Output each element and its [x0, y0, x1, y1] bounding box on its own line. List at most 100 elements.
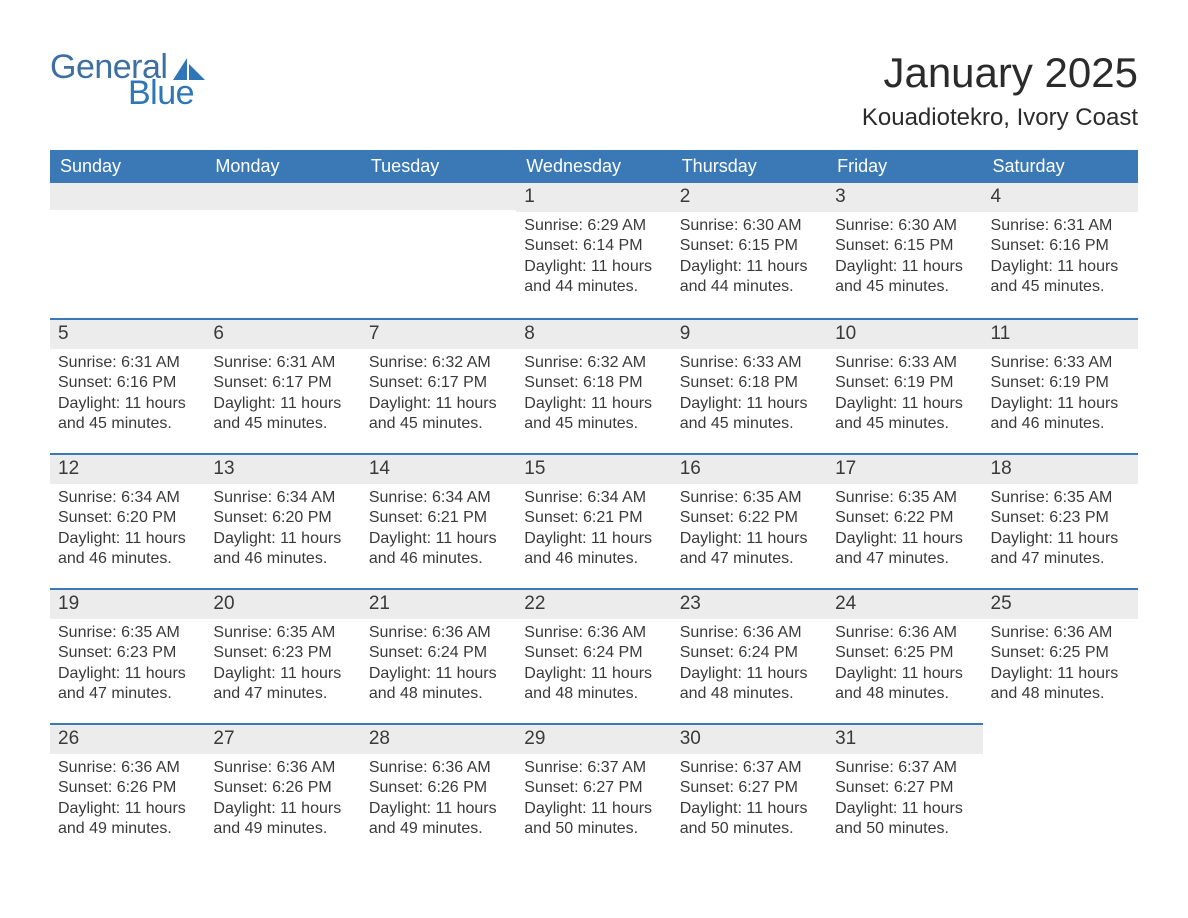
day-details: Sunrise: 6:34 AMSunset: 6:20 PMDaylight:… — [50, 484, 205, 578]
sunset-line: Sunset: 6:20 PM — [58, 508, 197, 528]
day-number: 4 — [983, 183, 1138, 212]
sunrise-line: Sunrise: 6:35 AM — [58, 623, 197, 643]
weekday-header: Monday — [205, 150, 360, 183]
day-number: 26 — [50, 723, 205, 754]
day-details: Sunrise: 6:36 AMSunset: 6:25 PMDaylight:… — [983, 619, 1138, 713]
sunset-line: Sunset: 6:17 PM — [369, 373, 508, 393]
sunset-line: Sunset: 6:24 PM — [680, 643, 819, 663]
sunset-line: Sunset: 6:27 PM — [835, 778, 974, 798]
day-details: Sunrise: 6:35 AMSunset: 6:23 PMDaylight:… — [205, 619, 360, 713]
calendar-day-cell: 31Sunrise: 6:37 AMSunset: 6:27 PMDayligh… — [827, 723, 982, 858]
sunrise-line: Sunrise: 6:31 AM — [58, 353, 197, 373]
day-details: Sunrise: 6:33 AMSunset: 6:19 PMDaylight:… — [983, 349, 1138, 443]
calendar-day-cell: 7Sunrise: 6:32 AMSunset: 6:17 PMDaylight… — [361, 318, 516, 453]
day-details: Sunrise: 6:33 AMSunset: 6:19 PMDaylight:… — [827, 349, 982, 443]
daylight-line: Daylight: 11 hours and 47 minutes. — [991, 529, 1130, 570]
day-number: 14 — [361, 453, 516, 484]
calendar-day-cell: 12Sunrise: 6:34 AMSunset: 6:20 PMDayligh… — [50, 453, 205, 588]
day-number: 1 — [516, 183, 671, 212]
calendar-day-cell: 8Sunrise: 6:32 AMSunset: 6:18 PMDaylight… — [516, 318, 671, 453]
calendar-day-cell: 6Sunrise: 6:31 AMSunset: 6:17 PMDaylight… — [205, 318, 360, 453]
day-details: Sunrise: 6:37 AMSunset: 6:27 PMDaylight:… — [827, 754, 982, 848]
day-number: 25 — [983, 588, 1138, 619]
day-details: Sunrise: 6:31 AMSunset: 6:16 PMDaylight:… — [50, 349, 205, 443]
sunrise-line: Sunrise: 6:36 AM — [680, 623, 819, 643]
sunrise-line: Sunrise: 6:37 AM — [835, 758, 974, 778]
sunset-line: Sunset: 6:23 PM — [213, 643, 352, 663]
sunrise-line: Sunrise: 6:37 AM — [524, 758, 663, 778]
day-details: Sunrise: 6:36 AMSunset: 6:26 PMDaylight:… — [361, 754, 516, 848]
day-details: Sunrise: 6:35 AMSunset: 6:22 PMDaylight:… — [672, 484, 827, 578]
day-details: Sunrise: 6:36 AMSunset: 6:24 PMDaylight:… — [361, 619, 516, 713]
sunset-line: Sunset: 6:15 PM — [835, 236, 974, 256]
calendar-day-cell: 11Sunrise: 6:33 AMSunset: 6:19 PMDayligh… — [983, 318, 1138, 453]
daylight-line: Daylight: 11 hours and 48 minutes. — [680, 664, 819, 705]
calendar-day-cell: 22Sunrise: 6:36 AMSunset: 6:24 PMDayligh… — [516, 588, 671, 723]
day-number: 18 — [983, 453, 1138, 484]
daylight-line: Daylight: 11 hours and 48 minutes. — [835, 664, 974, 705]
daylight-line: Daylight: 11 hours and 45 minutes. — [835, 257, 974, 298]
day-details: Sunrise: 6:33 AMSunset: 6:18 PMDaylight:… — [672, 349, 827, 443]
daylight-line: Daylight: 11 hours and 45 minutes. — [58, 394, 197, 435]
empty-daynum — [205, 183, 360, 210]
daylight-line: Daylight: 11 hours and 47 minutes. — [58, 664, 197, 705]
daylight-line: Daylight: 11 hours and 44 minutes. — [524, 257, 663, 298]
day-details: Sunrise: 6:34 AMSunset: 6:21 PMDaylight:… — [361, 484, 516, 578]
day-details: Sunrise: 6:34 AMSunset: 6:20 PMDaylight:… — [205, 484, 360, 578]
day-number: 28 — [361, 723, 516, 754]
day-number: 17 — [827, 453, 982, 484]
sunset-line: Sunset: 6:19 PM — [835, 373, 974, 393]
sunset-line: Sunset: 6:16 PM — [58, 373, 197, 393]
sunset-line: Sunset: 6:23 PM — [58, 643, 197, 663]
daylight-line: Daylight: 11 hours and 46 minutes. — [991, 394, 1130, 435]
day-details: Sunrise: 6:35 AMSunset: 6:22 PMDaylight:… — [827, 484, 982, 578]
day-number: 11 — [983, 318, 1138, 349]
sunrise-line: Sunrise: 6:35 AM — [213, 623, 352, 643]
sunrise-line: Sunrise: 6:34 AM — [213, 488, 352, 508]
day-details: Sunrise: 6:35 AMSunset: 6:23 PMDaylight:… — [50, 619, 205, 713]
daylight-line: Daylight: 11 hours and 46 minutes. — [369, 529, 508, 570]
sunrise-line: Sunrise: 6:36 AM — [213, 758, 352, 778]
daylight-line: Daylight: 11 hours and 45 minutes. — [369, 394, 508, 435]
daylight-line: Daylight: 11 hours and 48 minutes. — [991, 664, 1130, 705]
day-details: Sunrise: 6:36 AMSunset: 6:26 PMDaylight:… — [205, 754, 360, 848]
day-number: 12 — [50, 453, 205, 484]
day-details: Sunrise: 6:31 AMSunset: 6:16 PMDaylight:… — [983, 212, 1138, 306]
sunset-line: Sunset: 6:18 PM — [524, 373, 663, 393]
empty-daynum — [361, 183, 516, 210]
sunset-line: Sunset: 6:21 PM — [524, 508, 663, 528]
daylight-line: Daylight: 11 hours and 47 minutes. — [213, 664, 352, 705]
calendar-week-row: 19Sunrise: 6:35 AMSunset: 6:23 PMDayligh… — [50, 588, 1138, 723]
day-details: Sunrise: 6:30 AMSunset: 6:15 PMDaylight:… — [827, 212, 982, 306]
weekday-header: Saturday — [983, 150, 1138, 183]
calendar-week-row: 26Sunrise: 6:36 AMSunset: 6:26 PMDayligh… — [50, 723, 1138, 858]
day-number: 16 — [672, 453, 827, 484]
calendar-week-row: 1Sunrise: 6:29 AMSunset: 6:14 PMDaylight… — [50, 183, 1138, 318]
calendar-day-cell: 28Sunrise: 6:36 AMSunset: 6:26 PMDayligh… — [361, 723, 516, 858]
sunrise-line: Sunrise: 6:37 AM — [680, 758, 819, 778]
calendar-day-cell: 2Sunrise: 6:30 AMSunset: 6:15 PMDaylight… — [672, 183, 827, 318]
calendar-day-cell: 3Sunrise: 6:30 AMSunset: 6:15 PMDaylight… — [827, 183, 982, 318]
day-number: 30 — [672, 723, 827, 754]
daylight-line: Daylight: 11 hours and 49 minutes. — [213, 799, 352, 840]
sunrise-line: Sunrise: 6:31 AM — [991, 216, 1130, 236]
day-number: 7 — [361, 318, 516, 349]
day-number: 29 — [516, 723, 671, 754]
daylight-line: Daylight: 11 hours and 50 minutes. — [524, 799, 663, 840]
day-details: Sunrise: 6:31 AMSunset: 6:17 PMDaylight:… — [205, 349, 360, 443]
calendar-table: SundayMondayTuesdayWednesdayThursdayFrid… — [50, 150, 1138, 858]
calendar-day-cell: 18Sunrise: 6:35 AMSunset: 6:23 PMDayligh… — [983, 453, 1138, 588]
day-number: 13 — [205, 453, 360, 484]
sunrise-line: Sunrise: 6:30 AM — [680, 216, 819, 236]
sunset-line: Sunset: 6:22 PM — [680, 508, 819, 528]
day-details: Sunrise: 6:30 AMSunset: 6:15 PMDaylight:… — [672, 212, 827, 306]
day-number: 31 — [827, 723, 982, 754]
sunset-line: Sunset: 6:17 PM — [213, 373, 352, 393]
empty-daynum — [50, 183, 205, 210]
calendar-empty-cell — [50, 183, 205, 318]
calendar-day-cell: 25Sunrise: 6:36 AMSunset: 6:25 PMDayligh… — [983, 588, 1138, 723]
sunset-line: Sunset: 6:22 PM — [835, 508, 974, 528]
sunrise-line: Sunrise: 6:35 AM — [835, 488, 974, 508]
calendar-day-cell: 30Sunrise: 6:37 AMSunset: 6:27 PMDayligh… — [672, 723, 827, 858]
calendar-week-row: 12Sunrise: 6:34 AMSunset: 6:20 PMDayligh… — [50, 453, 1138, 588]
